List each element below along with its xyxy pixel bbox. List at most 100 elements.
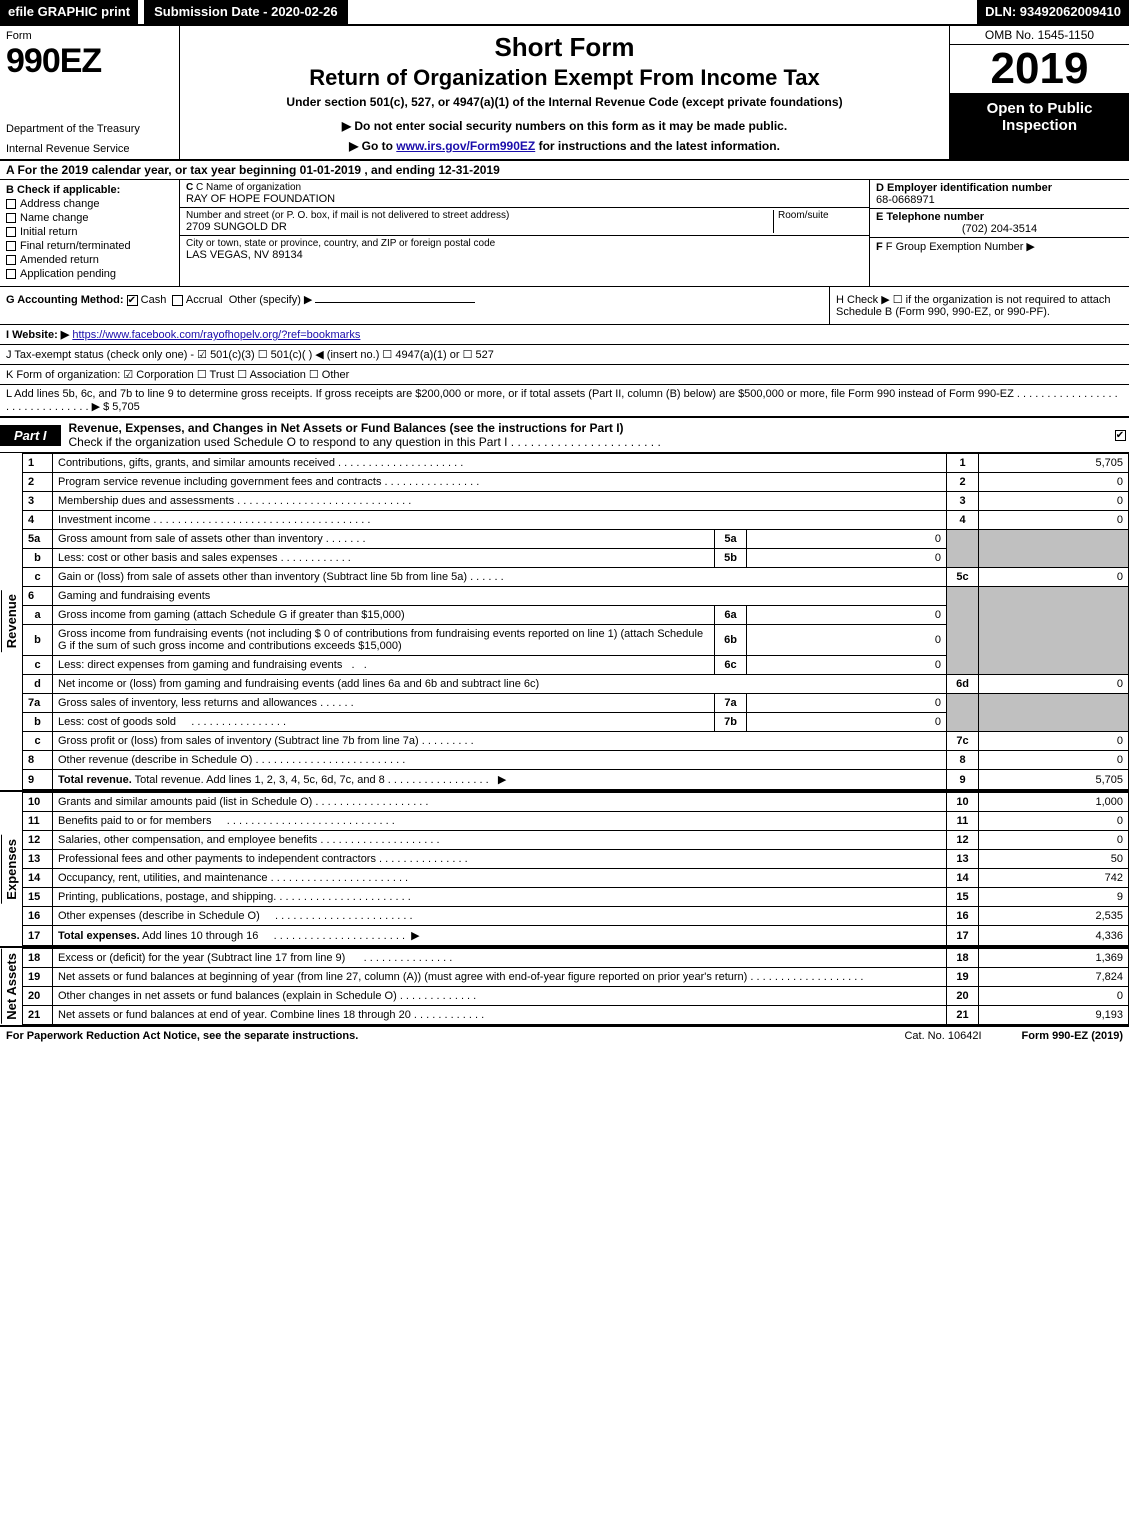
line-5a: 5a Gross amount from sale of assets othe… <box>23 530 1129 549</box>
part1-title: Revenue, Expenses, and Changes in Net As… <box>61 418 1111 452</box>
org-address: 2709 SUNGOLD DR <box>186 221 773 233</box>
row-gh: G Accounting Method: Cash Accrual Other … <box>0 287 1129 325</box>
line-9: 9 Total revenue. Total revenue. Add line… <box>23 770 1129 790</box>
irs-link[interactable]: www.irs.gov/Form990EZ <box>396 139 535 153</box>
part1-schedule-o-check[interactable] <box>1111 429 1129 441</box>
addr-label: Number and street (or P. O. box, if mail… <box>186 210 773 221</box>
line-6: 6 Gaming and fundraising events <box>23 587 1129 606</box>
footer-left: For Paperwork Reduction Act Notice, see … <box>6 1030 864 1042</box>
line-12: 12Salaries, other compensation, and empl… <box>23 831 1129 850</box>
box-e-label: E Telephone number <box>876 211 1123 223</box>
note-goto: ▶ Go to www.irs.gov/Form990EZ for instru… <box>190 139 939 153</box>
line-j: J Tax-exempt status (check only one) - ☑… <box>0 345 1129 365</box>
city-label: City or town, state or province, country… <box>186 238 863 249</box>
expenses-section: Expenses 10Grants and similar amounts pa… <box>0 792 1129 948</box>
header-right: OMB No. 1545-1150 2019 Open to Public In… <box>949 26 1129 159</box>
line-8: 8 Other revenue (describe in Schedule O)… <box>23 751 1129 770</box>
phone-value: (702) 204-3514 <box>876 223 1123 235</box>
part1-header: Part I Revenue, Expenses, and Changes in… <box>0 417 1129 453</box>
line-1: 1 Contributions, gifts, grants, and simi… <box>23 454 1129 473</box>
tax-year: 2019 <box>950 45 1129 94</box>
note-ssn: ▶ Do not enter social security numbers o… <box>190 119 939 133</box>
line-5c: c Gain or (loss) from sale of assets oth… <box>23 568 1129 587</box>
expenses-side-label: Expenses <box>0 792 22 946</box>
part1-check-note: Check if the organization used Schedule … <box>69 435 661 449</box>
cb-cash[interactable] <box>127 295 138 306</box>
line-11: 11Benefits paid to or for members . . . … <box>23 812 1129 831</box>
line-21: 21Net assets or fund balances at end of … <box>23 1006 1129 1025</box>
box-b-head: B Check if applicable: <box>6 184 173 196</box>
subtitle-under: Under section 501(c), 527, or 4947(a)(1)… <box>190 95 939 109</box>
line-l: L Add lines 5b, 6c, and 7b to line 9 to … <box>0 385 1129 417</box>
line-13: 13Professional fees and other payments t… <box>23 850 1129 869</box>
form-number: 990EZ <box>6 42 173 81</box>
net-assets-side-label: Net Assets <box>0 948 22 1025</box>
line-a-period: A For the 2019 calendar year, or tax yea… <box>0 161 1129 180</box>
revenue-table: 1 Contributions, gifts, grants, and simi… <box>22 453 1129 790</box>
line-i-label: I Website: ▶ <box>6 329 69 341</box>
part1-tab: Part I <box>0 425 61 446</box>
line-g: G Accounting Method: Cash Accrual Other … <box>0 287 829 324</box>
cb-address-change[interactable]: Address change <box>6 198 173 210</box>
line-15: 15Printing, publications, postage, and s… <box>23 888 1129 907</box>
submission-date: Submission Date - 2020-02-26 <box>142 0 350 24</box>
line-7c: c Gross profit or (loss) from sales of i… <box>23 732 1129 751</box>
form-word: Form <box>6 30 173 42</box>
revenue-section: Revenue 1 Contributions, gifts, grants, … <box>0 453 1129 792</box>
box-b: B Check if applicable: Address change Na… <box>0 180 180 286</box>
box-f-label: F F Group Exemption Number ▶ <box>876 240 1123 253</box>
cb-name-change[interactable]: Name change <box>6 212 173 224</box>
box-d-label: D Employer identification number <box>876 182 1123 194</box>
box-def: D Employer identification number 68-0668… <box>869 180 1129 286</box>
top-spacer <box>350 0 978 24</box>
net-assets-section: Net Assets 18Excess or (deficit) for the… <box>0 948 1129 1027</box>
irs-label: Internal Revenue Service <box>6 143 173 155</box>
net-assets-table: 18Excess or (deficit) for the year (Subt… <box>22 948 1129 1025</box>
cb-amended-return[interactable]: Amended return <box>6 254 173 266</box>
line-4: 4 Investment income . . . . . . . . . . … <box>23 511 1129 530</box>
header-block: Form 990EZ Department of the Treasury In… <box>0 26 1129 161</box>
line-19: 19Net assets or fund balances at beginni… <box>23 968 1129 987</box>
line-h: H Check ▶ ☐ if the organization is not r… <box>829 287 1129 324</box>
dept-treasury: Department of the Treasury <box>6 123 173 135</box>
line-7a: 7a Gross sales of inventory, less return… <box>23 694 1129 713</box>
line-k: K Form of organization: ☑ Corporation ☐ … <box>0 365 1129 385</box>
title-short-form: Short Form <box>190 32 939 63</box>
cb-accrual[interactable] <box>172 295 183 306</box>
room-label: Room/suite <box>778 210 863 221</box>
line-3: 3 Membership dues and assessments . . . … <box>23 492 1129 511</box>
box-c: C C Name of organization RAY OF HOPE FOU… <box>180 180 869 286</box>
box-c-label: C C Name of organization <box>186 182 863 193</box>
form-id-block: Form 990EZ Department of the Treasury In… <box>0 26 180 159</box>
note-goto-pre: ▶ Go to <box>349 139 396 153</box>
cb-final-return[interactable]: Final return/terminated <box>6 240 173 252</box>
note-goto-post: for instructions and the latest informat… <box>535 139 780 153</box>
line-20: 20Other changes in net assets or fund ba… <box>23 987 1129 1006</box>
footer-right: Form 990-EZ (2019) <box>1022 1030 1123 1042</box>
header-center: Short Form Return of Organization Exempt… <box>180 26 949 159</box>
title-return: Return of Organization Exempt From Incom… <box>190 65 939 91</box>
org-name: RAY OF HOPE FOUNDATION <box>186 193 863 205</box>
cb-initial-return[interactable]: Initial return <box>6 226 173 238</box>
entity-block: B Check if applicable: Address change Na… <box>0 180 1129 287</box>
cb-application-pending[interactable]: Application pending <box>6 268 173 280</box>
line-16: 16Other expenses (describe in Schedule O… <box>23 907 1129 926</box>
line-10: 10Grants and similar amounts paid (list … <box>23 793 1129 812</box>
ein-value: 68-0668971 <box>876 194 1123 206</box>
efile-label[interactable]: efile GRAPHIC print <box>0 0 138 24</box>
line-6d: d Net income or (loss) from gaming and f… <box>23 675 1129 694</box>
revenue-side-label: Revenue <box>0 453 22 790</box>
line-18: 18Excess or (deficit) for the year (Subt… <box>23 949 1129 968</box>
org-city: LAS VEGAS, NV 89134 <box>186 249 863 261</box>
line-g-label: G Accounting Method: <box>6 294 124 306</box>
website-link[interactable]: https://www.facebook.com/rayofhopelv.org… <box>72 329 360 341</box>
line-2: 2 Program service revenue including gove… <box>23 473 1129 492</box>
dln-label: DLN: 93492062009410 <box>977 0 1129 24</box>
open-to-public: Open to Public Inspection <box>950 94 1129 159</box>
accounting-other: Other (specify) ▶ <box>229 294 313 306</box>
top-bar: efile GRAPHIC print Submission Date - 20… <box>0 0 1129 26</box>
accounting-other-input[interactable] <box>315 302 475 303</box>
page-footer: For Paperwork Reduction Act Notice, see … <box>0 1027 1129 1045</box>
omb-number: OMB No. 1545-1150 <box>950 26 1129 45</box>
line-14: 14Occupancy, rent, utilities, and mainte… <box>23 869 1129 888</box>
